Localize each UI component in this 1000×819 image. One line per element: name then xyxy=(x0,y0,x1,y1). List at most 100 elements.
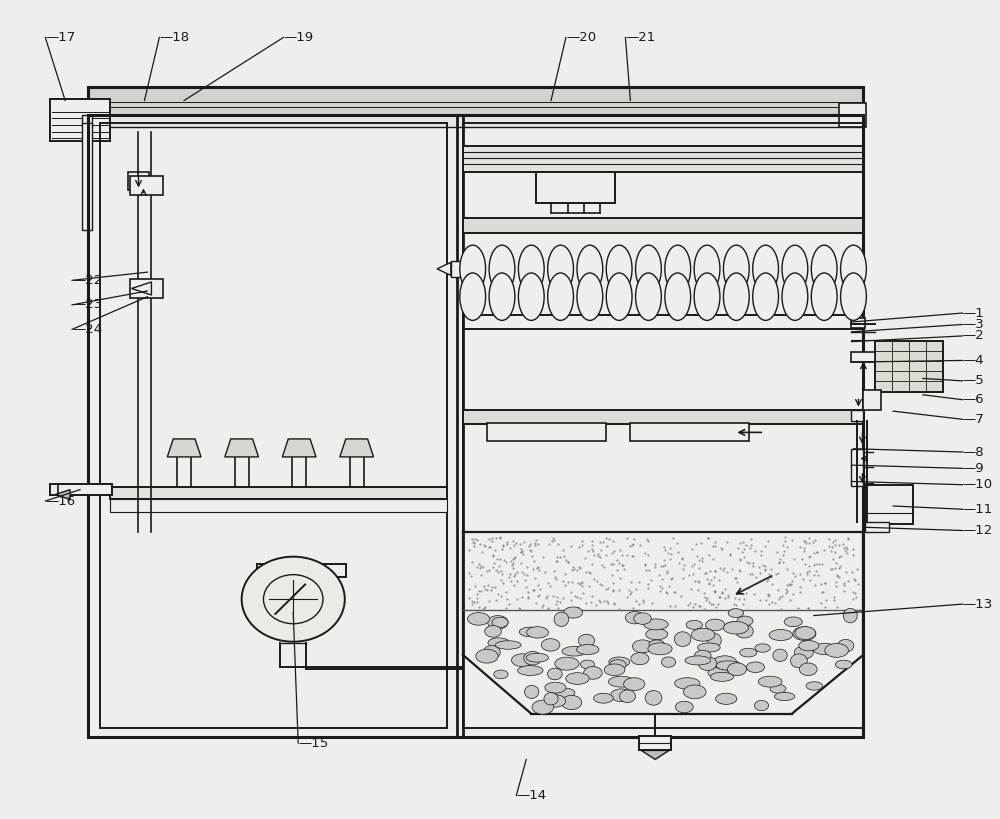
Ellipse shape xyxy=(555,657,579,670)
Bar xyxy=(487,423,606,441)
Bar xyxy=(50,484,112,495)
Ellipse shape xyxy=(770,685,786,693)
Ellipse shape xyxy=(740,649,757,657)
Ellipse shape xyxy=(619,690,636,703)
Ellipse shape xyxy=(811,273,837,320)
Bar xyxy=(110,499,447,512)
Text: —11: —11 xyxy=(963,503,993,516)
Ellipse shape xyxy=(566,672,589,685)
Ellipse shape xyxy=(631,653,649,665)
Text: —5: —5 xyxy=(963,374,984,387)
Bar xyxy=(110,487,447,500)
Bar xyxy=(851,410,863,421)
Bar xyxy=(100,124,447,728)
Text: —6: —6 xyxy=(963,393,984,406)
Text: —16: —16 xyxy=(45,495,75,508)
Ellipse shape xyxy=(648,643,672,654)
Bar xyxy=(536,171,615,202)
Text: —19: —19 xyxy=(283,31,313,44)
Ellipse shape xyxy=(483,645,500,659)
Ellipse shape xyxy=(694,273,720,320)
Ellipse shape xyxy=(624,678,645,690)
Bar xyxy=(257,564,346,577)
Ellipse shape xyxy=(548,273,573,320)
Ellipse shape xyxy=(527,627,548,638)
Text: —18: —18 xyxy=(159,31,189,44)
Ellipse shape xyxy=(577,273,603,320)
Bar xyxy=(88,115,863,736)
Ellipse shape xyxy=(611,689,631,702)
Ellipse shape xyxy=(606,245,632,292)
Bar xyxy=(463,147,863,172)
Ellipse shape xyxy=(723,622,749,634)
Ellipse shape xyxy=(753,273,778,320)
Ellipse shape xyxy=(825,644,848,658)
Ellipse shape xyxy=(609,657,630,667)
Text: —20: —20 xyxy=(566,31,596,44)
Ellipse shape xyxy=(632,640,653,653)
Text: —10: —10 xyxy=(963,478,993,491)
Ellipse shape xyxy=(532,700,554,714)
Ellipse shape xyxy=(488,616,508,629)
Ellipse shape xyxy=(548,668,562,680)
Ellipse shape xyxy=(735,624,753,638)
Ellipse shape xyxy=(554,612,569,627)
Ellipse shape xyxy=(649,640,665,649)
Polygon shape xyxy=(463,256,477,269)
Ellipse shape xyxy=(710,672,734,681)
Text: —1: —1 xyxy=(963,306,984,319)
Bar xyxy=(50,99,110,142)
Bar xyxy=(851,449,863,486)
Text: —4: —4 xyxy=(963,354,984,367)
Bar xyxy=(88,87,863,115)
Ellipse shape xyxy=(716,661,740,670)
Bar xyxy=(82,124,92,229)
Ellipse shape xyxy=(727,663,746,676)
Ellipse shape xyxy=(811,245,837,292)
Bar xyxy=(130,278,163,298)
Ellipse shape xyxy=(525,686,539,699)
Ellipse shape xyxy=(686,621,702,629)
Ellipse shape xyxy=(691,628,715,641)
Text: —17: —17 xyxy=(45,31,76,44)
Ellipse shape xyxy=(725,661,741,672)
Ellipse shape xyxy=(746,662,764,672)
Ellipse shape xyxy=(782,273,808,320)
Polygon shape xyxy=(55,490,70,500)
Ellipse shape xyxy=(636,273,661,320)
Ellipse shape xyxy=(606,273,632,320)
Ellipse shape xyxy=(518,666,543,676)
Ellipse shape xyxy=(795,627,816,640)
Ellipse shape xyxy=(774,692,795,700)
Polygon shape xyxy=(132,282,151,295)
Text: —12: —12 xyxy=(963,524,993,537)
Ellipse shape xyxy=(843,609,857,622)
Ellipse shape xyxy=(793,627,816,640)
Bar xyxy=(463,124,863,728)
Text: —13: —13 xyxy=(963,598,993,611)
Ellipse shape xyxy=(646,629,668,640)
Ellipse shape xyxy=(485,626,501,637)
Text: —2: —2 xyxy=(963,329,984,342)
Ellipse shape xyxy=(661,657,676,667)
Ellipse shape xyxy=(545,695,566,707)
Ellipse shape xyxy=(674,631,691,646)
Ellipse shape xyxy=(675,677,700,689)
Ellipse shape xyxy=(634,613,651,624)
Ellipse shape xyxy=(782,245,808,292)
Ellipse shape xyxy=(545,682,566,693)
Ellipse shape xyxy=(737,616,753,626)
Polygon shape xyxy=(641,750,669,759)
Bar xyxy=(463,218,863,233)
Ellipse shape xyxy=(728,609,744,618)
Text: —9: —9 xyxy=(963,462,984,475)
Ellipse shape xyxy=(562,646,587,656)
Ellipse shape xyxy=(665,245,691,292)
Ellipse shape xyxy=(784,617,802,627)
Bar xyxy=(851,318,865,328)
Ellipse shape xyxy=(578,634,595,647)
Ellipse shape xyxy=(675,701,693,713)
Text: —24: —24 xyxy=(72,323,102,336)
Ellipse shape xyxy=(694,245,720,292)
Ellipse shape xyxy=(468,613,490,625)
